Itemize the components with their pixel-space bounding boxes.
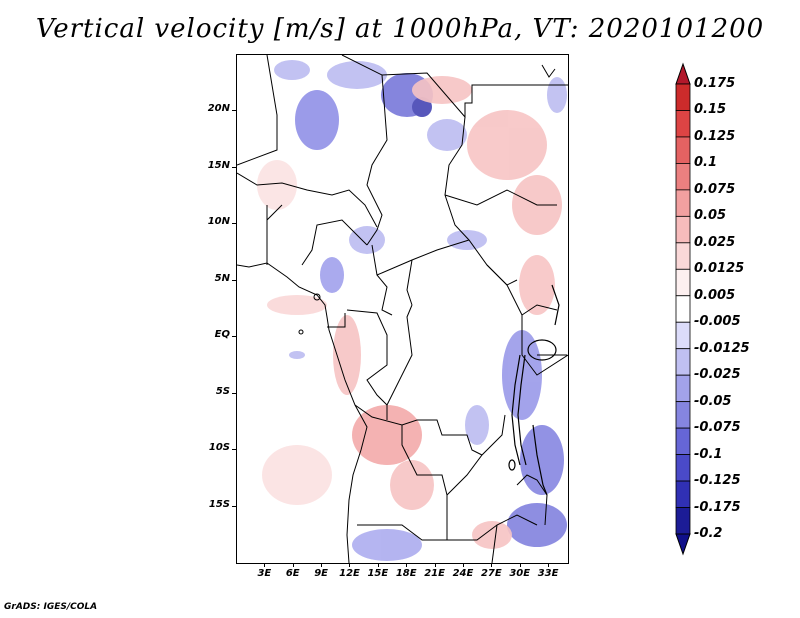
colorbar-bin [675, 163, 691, 191]
lat-tick [232, 166, 236, 168]
colorbar-bin [675, 321, 691, 350]
colorbar-label: 0.05 [694, 208, 727, 224]
lat-label: 20N [207, 103, 230, 115]
colorbar-label: 0.15 [694, 102, 727, 118]
lon-tick [321, 563, 323, 567]
colorbar-bin [675, 348, 691, 376]
colorbar-label: -0.05 [694, 393, 732, 409]
lat-tick [232, 336, 236, 338]
lat-tick [232, 505, 236, 507]
colorbar-bin [675, 215, 691, 244]
colorbar-label: -0.1 [694, 446, 723, 462]
colorbar-label: 0.025 [694, 234, 736, 250]
colorbar-bin [675, 454, 691, 482]
lat-tick [232, 392, 236, 394]
lon-tick [434, 563, 436, 567]
lon-label: 6E [285, 568, 300, 579]
lon-label: 12E [339, 568, 360, 579]
colorbar-label: 0.005 [694, 287, 736, 303]
positive-velocity-patches [257, 76, 562, 549]
lon-tick [377, 563, 379, 567]
colorbar-bottom-arrow [675, 533, 691, 556]
colorbar-label: -0.2 [694, 526, 723, 541]
lon-tick [292, 563, 294, 567]
colorbar-bin [675, 507, 691, 535]
colorbar-label: 0.1 [694, 155, 718, 171]
map-panel [236, 54, 569, 564]
colorbar-label: 0.125 [694, 128, 736, 144]
lat-label: 5S [215, 385, 230, 397]
lon-label: 18E [395, 568, 417, 579]
colorbar-label: 0.175 [694, 76, 736, 91]
lat-tick [232, 449, 236, 451]
colorbar-bin [675, 374, 691, 403]
lon-tick [264, 563, 266, 567]
lat-label: 15N [207, 159, 230, 171]
islands [298, 64, 556, 335]
lon-tick [462, 563, 464, 567]
colorbar-label: -0.175 [694, 499, 741, 515]
colorbar-label: -0.005 [694, 314, 741, 330]
colorbar [675, 62, 691, 556]
map-canvas [237, 55, 568, 563]
lon-label: 30E [509, 568, 531, 579]
lon-tick [548, 563, 550, 567]
lon-label: 21E [424, 568, 445, 579]
colorbar-label: -0.0125 [694, 340, 750, 356]
lat-label: 15S [208, 498, 230, 510]
colorbar-bin [675, 268, 691, 297]
colorbar-bin [675, 295, 691, 323]
lat-label: 10S [208, 442, 230, 454]
colorbar-bin [675, 83, 691, 111]
colorbar-top-arrow [675, 62, 691, 85]
colorbar-bin [675, 242, 691, 270]
lat-label: 5N [214, 272, 230, 284]
colorbar-label: -0.025 [694, 367, 741, 383]
colorbar-bin [675, 480, 691, 508]
lat-tick [232, 110, 236, 112]
colorbar-label: -0.125 [694, 473, 741, 489]
lat-tick [232, 279, 236, 281]
lon-label: 24E [452, 568, 474, 579]
colorbar-label: 0.0125 [694, 261, 745, 277]
lon-label: 9E [314, 568, 328, 579]
lon-tick [349, 563, 351, 567]
lakes [508, 284, 560, 496]
colorbar-bin [675, 401, 691, 429]
lon-label: 15E [367, 568, 389, 579]
colorbar-bin [675, 427, 691, 455]
chart-title: Vertical velocity [m/s] at 1000hPa, VT: … [35, 14, 765, 44]
colorbar-label: 0.075 [694, 181, 736, 197]
colorbar-bin [675, 136, 691, 164]
lat-tick [232, 223, 236, 225]
lon-tick [491, 563, 493, 567]
lon-tick [519, 563, 521, 567]
lon-label: 27E [480, 568, 502, 579]
lon-label: 33E [537, 568, 559, 579]
colorbar-label: -0.075 [694, 420, 741, 436]
lat-label: EQ [214, 329, 230, 341]
lat-label: 10N [207, 216, 230, 228]
colorbar-bin [675, 110, 691, 138]
lon-tick [406, 563, 408, 567]
grads-credit: GrADS: IGES/COLA [4, 602, 98, 612]
lon-label: 3E [257, 568, 272, 579]
coastline [237, 262, 368, 563]
colorbar-bin [675, 189, 691, 217]
country-borders [237, 55, 568, 563]
